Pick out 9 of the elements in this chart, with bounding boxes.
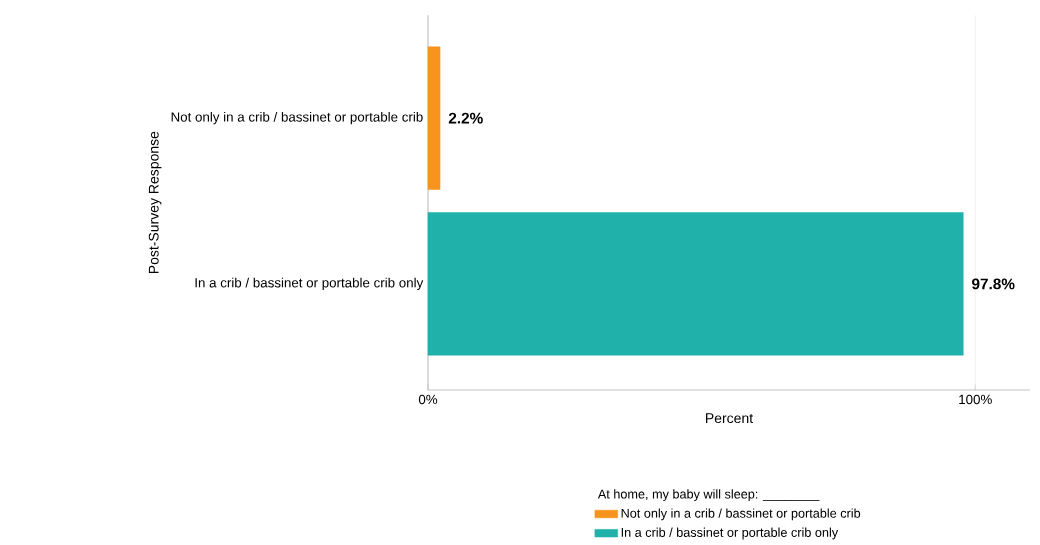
y-axis-title: Post-Survey Response (148, 131, 162, 274)
x-tick-label: 0% (418, 394, 438, 405)
legend-title: At home, my baby will sleep: ________ (597, 489, 820, 502)
x-tick-label: 100% (959, 394, 992, 405)
data-label: 97.8% (972, 278, 1015, 290)
legend-label: In a crib / bassinet or portable crib only (621, 527, 839, 540)
legend-label: Not only in a crib / bassinet or portable crib (621, 508, 861, 521)
data-label: 2.2% (448, 112, 483, 124)
x-axis-title: Percent (706, 413, 754, 424)
